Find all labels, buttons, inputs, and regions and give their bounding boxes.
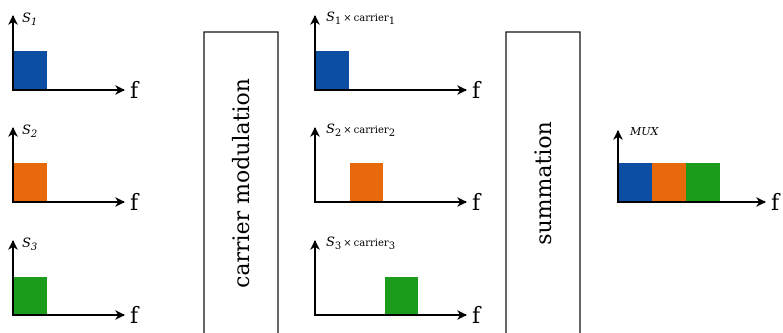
signal-label-s2: S2 <box>22 123 37 140</box>
spectrum-block-s1 <box>14 51 47 90</box>
spectrum-block-s2 <box>652 163 686 202</box>
input-spectrum-s2: S2 f <box>7 123 140 216</box>
carrier-modulation-block: carrier modulation <box>203 31 279 333</box>
spectrum-block-s3 <box>385 277 418 315</box>
spectrum-block-s2 <box>14 163 47 202</box>
summation-box <box>505 31 581 333</box>
modulated-spectrum-3: S3 × carrier3 f <box>310 235 482 329</box>
output-spectrum-mux: MUX f <box>613 125 781 216</box>
spectrum-block-s3 <box>14 277 47 315</box>
axis-label-f: f <box>130 191 140 216</box>
spectrum-block-s2 <box>350 163 383 202</box>
mux-label: MUX <box>629 125 660 138</box>
axis-label-f: f <box>472 304 482 329</box>
modulated-label-2: S2 × carrier2 <box>326 122 395 139</box>
summation-block: summation <box>505 31 581 333</box>
modulated-label-1: S1 × carrier1 <box>326 10 395 27</box>
spectrum-block-s1 <box>316 51 349 90</box>
summation-label: summation <box>532 121 557 245</box>
signal-label-s1: S1 <box>22 11 37 28</box>
modulated-label-3: S3 × carrier3 <box>326 235 395 252</box>
axis-label-f: f <box>472 79 482 104</box>
input-spectrum-s1: S1 f <box>7 11 140 104</box>
signal-label-s3: S3 <box>22 236 37 253</box>
spectrum-block-s1 <box>619 163 652 202</box>
modulation-box <box>203 31 279 333</box>
axis-label-f: f <box>130 304 140 329</box>
axis-label-f: f <box>130 79 140 104</box>
modulation-label: carrier modulation <box>230 78 255 288</box>
modulated-spectrum-1: S1 × carrier1 f <box>310 10 482 104</box>
axis-label-f: f <box>771 191 781 216</box>
input-spectrum-s3: S3 f <box>7 236 140 329</box>
spectrum-block-s3 <box>686 163 720 202</box>
modulated-spectrum-2: S2 × carrier2 f <box>310 122 482 216</box>
axis-label-f: f <box>472 191 482 216</box>
